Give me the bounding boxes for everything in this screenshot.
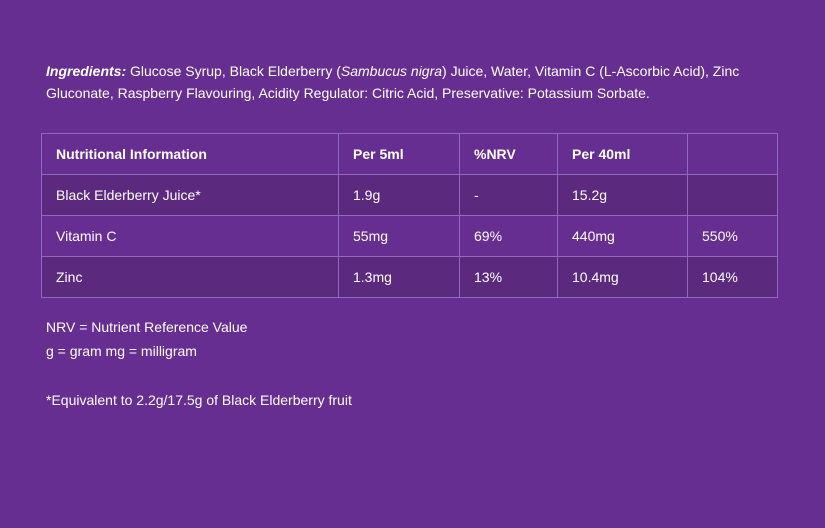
nutrient-name-cell: Vitamin C [41,215,339,257]
table-cell: 440mg [557,215,688,257]
ingredients-body-part1: Glucose Syrup, Black Elderberry ( [126,63,341,79]
table-header-row: Nutritional Information Per 5ml %NRV Per… [41,133,778,175]
table-cell: 10.4mg [557,256,688,298]
ingredients-text: Ingredients: Glucose Syrup, Black Elderb… [46,60,758,104]
table-cell: 550% [687,215,778,257]
row-zinc: Zinc 1.3mg 13% 10.4mg 104% [41,256,778,298]
table-cell [687,174,778,216]
nutrient-name-cell: Zinc [41,256,339,298]
column-header-per-5ml: Per 5ml [338,133,460,175]
notes-section: NRV = Nutrient Reference Value g = gram … [46,315,825,412]
column-header-nutritional-information: Nutritional Information [41,133,339,175]
table-cell: 15.2g [557,174,688,216]
table-cell: 1.3mg [338,256,460,298]
table-cell: 69% [459,215,558,257]
row-vitamin-c: Vitamin C 55mg 69% 440mg 550% [41,215,778,257]
column-header-nrv: %NRV [459,133,558,175]
unit-definitions-note: g = gram mg = milligram [46,343,197,359]
nutrient-name-cell: Black Elderberry Juice* [41,174,339,216]
table-cell: 1.9g [338,174,460,216]
column-header-per-40ml: Per 40ml [557,133,688,175]
equivalent-note: *Equivalent to 2.2g/17.5g of Black Elder… [46,392,352,408]
row-black-elderberry-juice: Black Elderberry Juice* 1.9g - 15.2g [41,174,778,216]
table-cell: - [459,174,558,216]
nutrition-panel: Ingredients: Glucose Syrup, Black Elderb… [0,60,825,528]
nrv-definition-note: NRV = Nutrient Reference Value [46,319,248,335]
table-cell: 55mg [338,215,460,257]
ingredients-body-part2: ) Juice, Water, Vitamin C (L-Ascorbic Ac… [46,63,740,101]
nutrition-table: Nutritional Information Per 5ml %NRV Per… [41,133,778,298]
column-header-blank [687,133,778,175]
table-cell: 104% [687,256,778,298]
table-cell: 13% [459,256,558,298]
ingredients-latin-name: Sambucus nigra [340,63,443,79]
ingredients-label: Ingredients: [46,63,127,79]
